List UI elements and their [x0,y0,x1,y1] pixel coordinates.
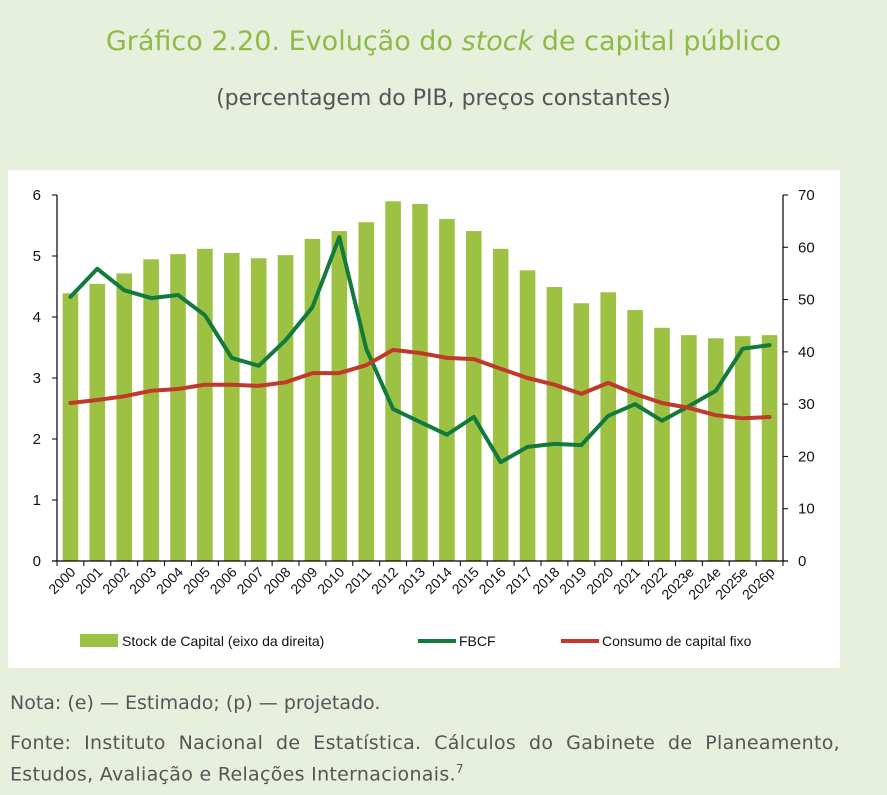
x-tick-label: 2010 [314,564,347,597]
bar-stock-2003 [143,259,159,561]
line-consumo [68,347,772,421]
right-tick-label: 10 [798,501,815,518]
line-fbcf [68,235,772,465]
source: Fonte: Instituto Nacional de Estatística… [10,732,840,786]
bar-stock-2009 [304,238,321,562]
bar-stock-2018 [546,287,563,561]
x-tick-label: 2006 [207,564,240,597]
note: Nota: (e) — Estimado; (p) — projetado. [10,692,381,714]
chart-panel: 0 1 2 3 4 5 6 0 10 20 30 40 50 60 70 2000 2001 2002 2003 20… [8,170,840,668]
x-tick-label: 2009 [287,564,320,597]
left-tick-label: 2 [33,431,41,448]
bar-stock-2025e [734,336,751,561]
bar-stock-2004 [170,254,186,561]
bar-stock-2012 [385,201,401,561]
x-tick-label: 2021 [610,564,643,597]
chart-subtitle: (percentagem do PIB, preços constantes) [216,86,671,111]
x-tick-label: 2001 [72,564,105,597]
bar-stock-2002 [116,273,133,561]
right-tick-label: 60 [798,239,815,256]
chart-title: Gráfico 2.20. Evolução do stock de capit… [105,26,782,57]
bar-stock-2007 [250,258,267,561]
x-tick-label: 2003 [126,564,159,597]
x-tick-label: 2018 [529,564,562,597]
bar-stock-2022 [654,327,670,561]
bar-stock-2026p [761,335,778,561]
x-tick-label: 2000 [45,564,78,597]
right-tick-label: 70 [798,187,815,204]
left-tick-label: 4 [33,309,41,326]
x-tick-label: 2012 [368,564,401,597]
bar-stock-2023e [681,335,697,561]
x-tick-label: 2005 [180,564,213,597]
right-tick-label: 30 [798,396,815,413]
right-tick-label: 20 [798,448,815,465]
x-tick-label: 2017 [502,564,535,597]
x-tick-label: 2008 [260,564,293,597]
x-tick-label: 2013 [395,564,428,597]
x-tick-label: 2016 [475,564,508,597]
x-tick-label: 2020 [583,564,616,597]
right-tick-label: 50 [798,292,815,309]
bar-stock-2014 [439,219,455,561]
chart: 0123456010203040506070200020012002200320… [33,187,815,649]
bar-stock-2015 [465,231,482,561]
bar-stock-2013 [412,203,428,561]
x-tick-label: 2007 [233,564,266,597]
left-tick-label: 6 [33,187,41,204]
left-tick-label: 0 [33,553,41,570]
bar-stock-2008 [277,255,294,561]
bar-stock-2016 [492,248,509,561]
x-tick-label: 2004 [153,564,186,597]
x-tick-label: 2011 [342,564,375,597]
x-tick-label: 2019 [556,564,589,597]
legend-swatch-stock [80,634,118,647]
bar-stock-2001 [89,283,106,561]
left-tick-label: 1 [33,492,41,509]
bar-stock-2020 [600,292,617,561]
left-tick-label: 3 [33,370,41,387]
right-tick-label: 0 [798,553,806,570]
bar-stock-2006 [223,253,240,561]
bar-stock-2019 [573,303,590,561]
footnote-ref: 7 [455,762,464,776]
left-tick-label: 5 [33,248,41,265]
legend-label-stock: Stock de Capital (eixo da direita) [122,633,324,649]
bar-stock-2021 [627,310,643,561]
x-tick-label: 2015 [449,564,482,597]
legend-label-fbcf: FBCF [459,633,496,649]
right-tick-label: 40 [798,344,815,361]
bar-stock-2005 [197,248,213,561]
bar-stock-2000 [62,293,79,561]
bar-stock-2017 [519,270,536,561]
bar-stock-2024e [707,338,724,561]
x-tick-label: 2014 [422,564,455,597]
bar-stock-2010 [331,231,348,561]
x-tick-label: 2002 [99,564,132,597]
legend-label-consumo: Consumo de capital fixo [602,633,752,649]
bar-stock-2011 [358,222,375,561]
